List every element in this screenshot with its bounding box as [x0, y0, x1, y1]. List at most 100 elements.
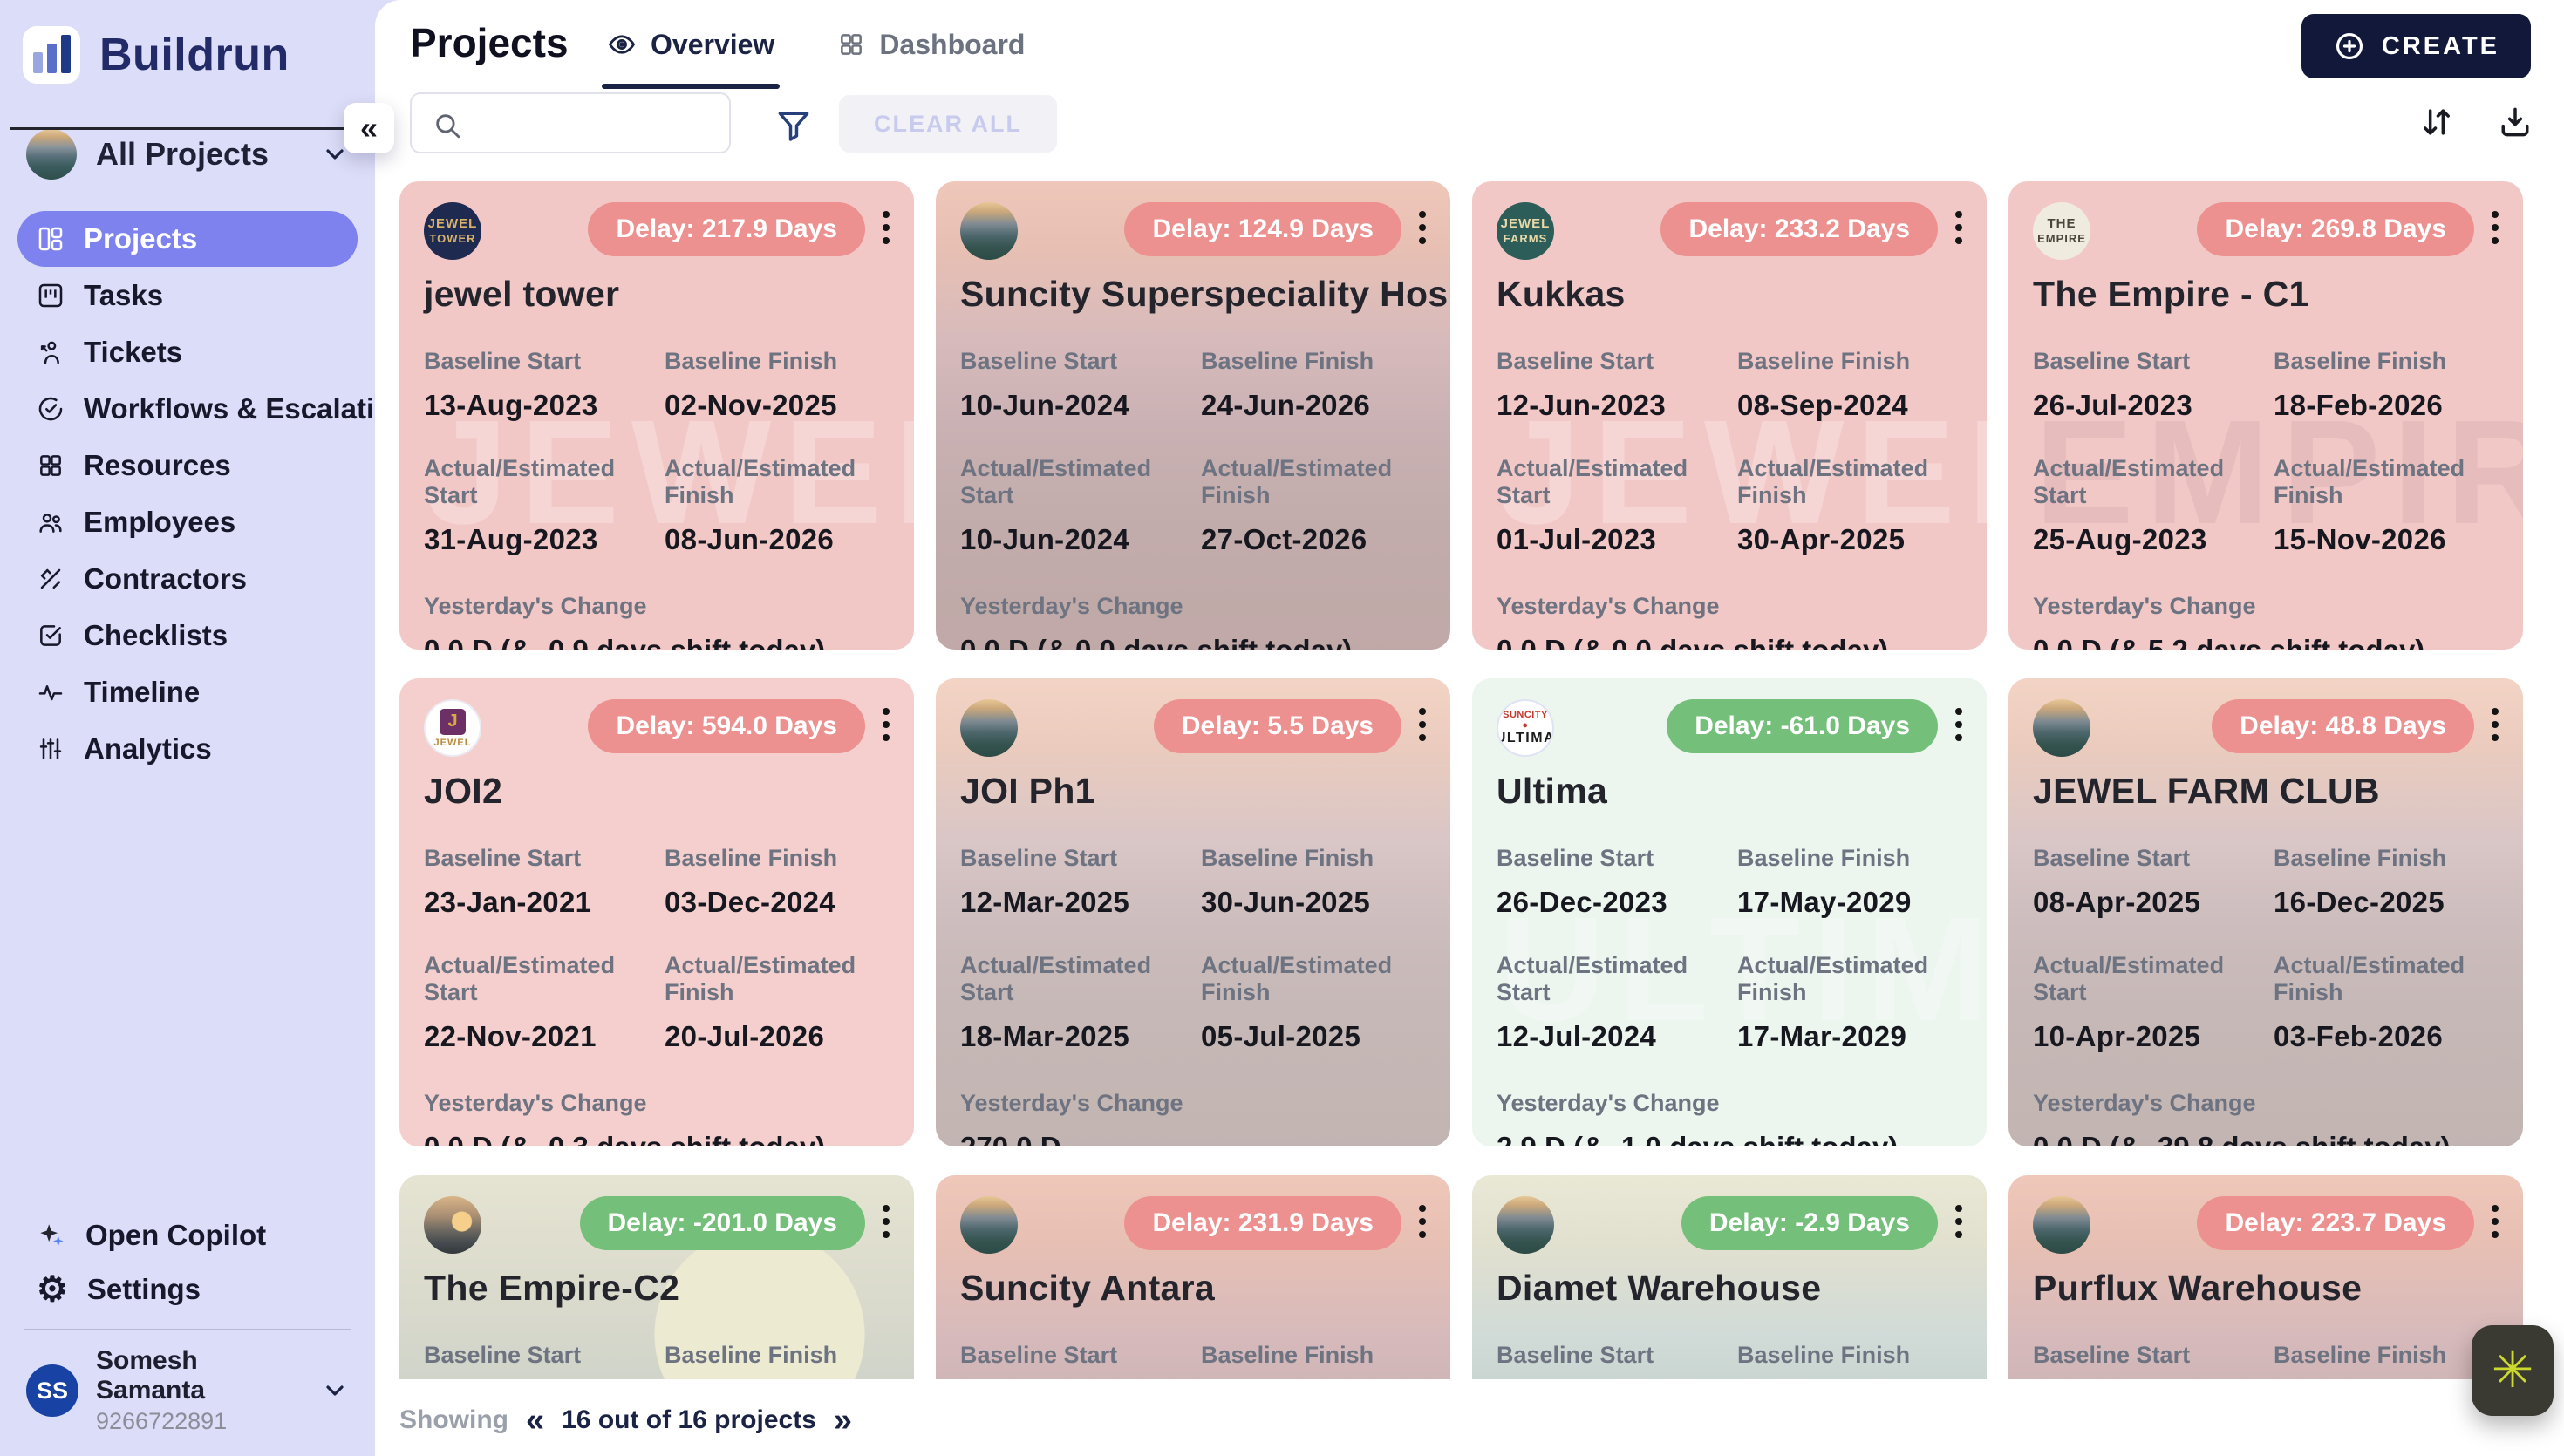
actual-finish-value: 15-Nov-2026 [2274, 523, 2446, 555]
baseline-finish-label: Baseline Finish [1737, 1342, 1911, 1368]
project-card[interactable]: ULTIMA SUNCITY ●ULTIMA Delay: -61.0 Days… [1472, 678, 1987, 1146]
assistant-fab[interactable]: ✳ [2472, 1325, 2554, 1416]
change-label: Yesterday's Change [2033, 593, 2256, 619]
kebab-menu-icon[interactable] [2492, 202, 2499, 244]
sidebar-item-label: Contractors [84, 562, 248, 595]
project-logo: THE EMPIRE [2033, 202, 2090, 260]
project-logo [960, 1196, 1018, 1254]
project-selector-label: All Projects [96, 136, 269, 172]
delay-badge: Delay: 217.9 Days [588, 202, 865, 256]
clear-all-button[interactable]: CLEAR ALL [839, 95, 1057, 153]
create-button[interactable]: CREATE [2301, 14, 2531, 78]
actual-finish-label: Actual/Estimated Finish [1737, 952, 1929, 1005]
sidebar-item-tasks[interactable]: Tasks [17, 268, 358, 323]
project-title: The Empire - C1 [2033, 274, 2309, 314]
sidebar-item-label: Checklists [84, 619, 228, 651]
create-label: CREATE [2381, 31, 2499, 60]
kebab-menu-icon[interactable] [883, 699, 890, 741]
kebab-menu-icon[interactable] [1419, 202, 1426, 244]
actual-start-value: 31-Aug-2023 [424, 523, 598, 555]
open-copilot-button[interactable]: Open Copilot [17, 1208, 358, 1262]
actual-finish-value: 03-Feb-2026 [2274, 1020, 2444, 1052]
sidebar-item-checklists[interactable]: Checklists [17, 608, 358, 663]
sidebar-divider [10, 127, 365, 130]
project-title: Suncity Superspeciality Hospital [960, 274, 1450, 314]
sidebar-collapse-button[interactable]: « [344, 103, 394, 153]
project-card[interactable]: Delay: 231.9 Days Suncity Antara Baselin… [936, 1175, 1450, 1379]
settings-button[interactable]: ⚙ Settings [17, 1262, 358, 1317]
kebab-menu-icon[interactable] [2492, 699, 2499, 741]
download-button[interactable] [2494, 101, 2536, 143]
sidebar-item-workflows[interactable]: Workflows & Escalatio... [17, 381, 416, 437]
card-text-watermark: JEWEL [426, 390, 914, 556]
sidebar-item-resources[interactable]: Resources [17, 438, 358, 493]
kebab-menu-icon[interactable] [1955, 1196, 1962, 1238]
kebab-menu-icon[interactable] [1955, 699, 1962, 741]
actual-finish-label: Actual/Estimated Finish [1201, 952, 1393, 1005]
kebab-menu-icon[interactable] [2492, 1196, 2499, 1238]
project-card[interactable]: Delay: 5.5 Days JOI Ph1 Baseline Start 12… [936, 678, 1450, 1146]
project-title: JEWEL FARM CLUB [2033, 771, 2380, 811]
actual-start-value: 12-Jul-2024 [1497, 1020, 1657, 1052]
sidebar-item-tickets[interactable]: Tickets [17, 324, 358, 380]
project-card[interactable]: Delay: -2.9 Days Diamet Warehouse Baseli… [1472, 1175, 1987, 1379]
baseline-start-label: Baseline Start [424, 845, 582, 871]
kebab-menu-icon[interactable] [883, 202, 890, 244]
download-icon [2501, 107, 2529, 137]
sidebar-item-label: Projects [84, 222, 198, 255]
user-menu[interactable]: SS Somesh Samanta 9266722891 [17, 1339, 358, 1442]
project-card[interactable]: Delay: 124.9 Days Suncity Superspecialit… [936, 181, 1450, 650]
funnel-icon [778, 112, 809, 141]
sidebar-item-employees[interactable]: Employees [17, 494, 358, 550]
project-card[interactable]: Delay: 48.8 Days JEWEL FARM CLUB Baselin… [2008, 678, 2523, 1146]
tab-dashboard[interactable]: Dashboard [832, 0, 1030, 89]
all-projects-avatar [26, 129, 77, 180]
actual-start-label: Actual/Estimated Start [424, 952, 616, 1005]
toolbar: CLEAR ALL [410, 92, 2540, 157]
sidebar: Buildrun « All Projects Projects Tasks T… [0, 0, 416, 1456]
actual-start-label: Actual/Estimated Start [2033, 455, 2225, 508]
baseline-start-value: 26-Jul-2023 [2033, 389, 2193, 421]
kebab-menu-icon[interactable] [1419, 699, 1426, 741]
project-title: JOI Ph1 [960, 771, 1095, 811]
project-card[interactable]: J JEWEL Delay: 594.0 Days JOI2 Baseline S… [399, 678, 914, 1146]
baseline-finish-label: Baseline Finish [2274, 348, 2447, 374]
change-value: 0.0 D (& -39.8 days shift today) [2033, 1131, 2499, 1146]
baseline-finish-label: Baseline Finish [2274, 845, 2447, 871]
delay-badge: Delay: 223.7 Days [2197, 1196, 2474, 1250]
change-section: Yesterday's Change 0.0 D (& 0.0 days shi… [960, 593, 1426, 650]
change-value: 0.0 D (& -0.3 days shift today) [424, 1131, 890, 1146]
filter-button[interactable] [769, 101, 818, 150]
sidebar-item-contractors[interactable]: Contractors [17, 551, 358, 607]
kebab-menu-icon[interactable] [1419, 1196, 1426, 1238]
actual-finish-value: 20-Jul-2026 [665, 1020, 825, 1052]
project-logo [2033, 1196, 2090, 1254]
tab-overview[interactable]: Overview [602, 0, 781, 89]
search-input[interactable] [412, 94, 729, 152]
actual-finish-value: 08-Jun-2026 [665, 523, 835, 555]
sidebar-item-timeline[interactable]: Timeline [17, 664, 358, 720]
change-section: Yesterday's Change 0.0 D (& -0.9 days sh… [424, 593, 890, 650]
project-card[interactable]: Delay: -201.0 Days The Empire-C2 Baselin… [399, 1175, 914, 1379]
kebab-menu-icon[interactable] [883, 1196, 890, 1238]
next-page-icon[interactable]: » [833, 1402, 853, 1439]
sort-button[interactable] [2416, 101, 2458, 143]
project-title: The Empire-C2 [424, 1268, 680, 1308]
project-selector[interactable]: All Projects [0, 99, 375, 187]
sidebar-item-analytics[interactable]: Analytics [17, 721, 358, 777]
sidebar-item-projects[interactable]: Projects [17, 211, 358, 267]
project-card[interactable]: Delay: 223.7 Days Purflux Warehouse Base… [2008, 1175, 2523, 1379]
actual-finish-value: 05-Jul-2025 [1201, 1020, 1361, 1052]
kebab-menu-icon[interactable] [1955, 202, 1962, 244]
chevron-down-icon [321, 1377, 349, 1405]
checklists-icon [37, 622, 65, 650]
change-value: 2.9 D (& -1.0 days shift today) [1497, 1131, 1962, 1146]
gear-icon: ⚙ [37, 1270, 68, 1309]
previous-page-icon[interactable]: « [525, 1402, 545, 1439]
change-label: Yesterday's Change [424, 1090, 647, 1116]
contractors-icon [37, 565, 65, 593]
